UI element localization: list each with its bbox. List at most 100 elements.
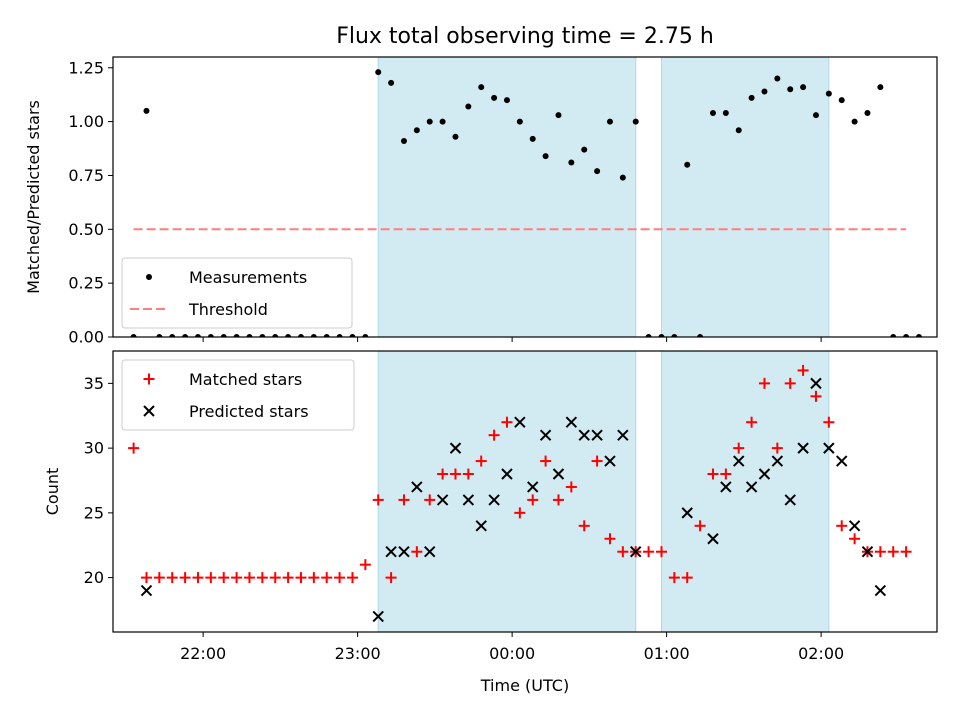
measurement-point: [594, 168, 601, 175]
plot-area: [130, 57, 922, 337]
measurement-point: [130, 334, 137, 337]
measurement-point: [542, 153, 549, 160]
predicted-star-marker: [758, 468, 771, 480]
x-tick-label: 01:00: [644, 644, 690, 663]
measurement-point: [323, 334, 330, 337]
measurement-point: [838, 97, 845, 104]
matched-star-marker: [488, 429, 500, 441]
predicted-star-marker: [861, 546, 874, 558]
matched-star-marker: [887, 546, 899, 558]
y-tick-label: 0.75: [68, 166, 104, 185]
measurement-point: [246, 334, 253, 337]
matched-star-marker: [758, 377, 770, 389]
matched-star-marker: [269, 572, 281, 584]
matched-star-marker: [617, 546, 629, 558]
predicted-star-marker: [501, 468, 513, 480]
measurement-point: [169, 334, 176, 337]
predicted-star-marker: [449, 442, 462, 454]
measurement-point: [864, 110, 871, 116]
y-axis-label: Count: [43, 468, 62, 516]
matched-star-marker: [411, 546, 423, 558]
matched-star-marker: [836, 520, 848, 532]
measurement-point: [915, 334, 922, 337]
matched-star-marker: [282, 572, 294, 584]
matched-star-marker: [308, 572, 320, 584]
measurement-point: [581, 146, 588, 153]
matched-star-marker: [733, 442, 745, 454]
matched-star-marker: [900, 546, 912, 558]
legend: Matched stars Predicted stars: [121, 359, 355, 431]
predicted-star-marker: [514, 416, 526, 428]
measurement-point: [748, 94, 755, 101]
measurement-point: [735, 127, 742, 134]
predicted-star-marker: [784, 494, 796, 506]
y-tick-label: 1.25: [68, 58, 104, 77]
measurement-point: [903, 334, 910, 337]
measurement-point: [194, 334, 201, 337]
measurement-point: [503, 97, 510, 104]
measurement-point: [645, 334, 652, 337]
legend-label: Predicted stars: [189, 402, 309, 421]
legend: Measurements Threshold: [121, 257, 353, 329]
predicted-star-marker: [823, 442, 835, 454]
predicted-star-marker: [836, 455, 848, 467]
legend-item: Predicted stars: [143, 402, 309, 421]
predicted-star-marker: [411, 481, 423, 493]
matched-star-marker: [256, 572, 268, 584]
predicted-star-marker: [527, 481, 539, 493]
predicted-star-marker: [488, 494, 500, 506]
matched-star-marker: [462, 468, 474, 480]
measurement-point: [272, 334, 279, 337]
predicted-star-marker: [745, 481, 758, 493]
predicted-star-marker: [140, 584, 153, 597]
predicted-star-marker: [475, 520, 487, 532]
measurement-point: [529, 135, 536, 142]
matched-star-marker: [849, 533, 861, 545]
x-tick-label: 02:00: [798, 644, 844, 663]
x-axis-label: Time (UTC): [480, 676, 569, 695]
matched-star-marker: [746, 416, 758, 428]
predicted-star-marker: [681, 507, 693, 519]
matched-star-marker: [643, 546, 655, 558]
matched-star-marker: [578, 520, 590, 532]
matched-star-marker: [334, 572, 346, 584]
x-tick-label: 23:00: [335, 644, 381, 663]
plot-area: [128, 351, 912, 632]
matched-star-marker: [398, 494, 410, 506]
y-tick-label: 1.00: [68, 112, 104, 131]
measurement-point: [890, 334, 897, 337]
legend-label: Measurements: [189, 268, 307, 287]
measurement-point: [465, 103, 472, 110]
measurement-point: [362, 334, 369, 337]
matched-star-marker: [514, 507, 526, 519]
measurement-point: [516, 118, 523, 125]
measurement-point: [156, 334, 163, 337]
measurement-point: [800, 84, 807, 91]
measurement-point: [207, 334, 214, 337]
predicted-star-marker: [565, 416, 578, 428]
observing-window: [660, 57, 830, 337]
measurement-point: [787, 86, 794, 93]
measurement-point: [697, 334, 704, 337]
y-tick-label: 0.00: [68, 328, 104, 347]
matched-star-marker: [771, 442, 783, 454]
matched-star-marker: [166, 572, 178, 584]
legend-label: Matched stars: [189, 370, 302, 389]
measurement-point: [671, 334, 678, 337]
measurement-point: [851, 118, 858, 125]
measurement-point: [658, 334, 665, 337]
measurement-point: [297, 334, 304, 337]
matched-star-marker: [385, 572, 397, 584]
measurement-point: [349, 334, 356, 337]
measurement-point: [606, 118, 613, 125]
matched-star-marker: [153, 572, 165, 584]
matched-star-marker: [231, 572, 243, 584]
measurement-point: [722, 110, 729, 116]
measurement-point: [400, 138, 407, 144]
predicted-star-marker: [462, 494, 475, 506]
y-tick-label: 25: [84, 503, 104, 522]
matched-star-marker: [424, 494, 436, 506]
measurement-point: [812, 112, 819, 119]
matched-star-marker: [784, 377, 796, 389]
matched-star-marker: [449, 468, 461, 480]
